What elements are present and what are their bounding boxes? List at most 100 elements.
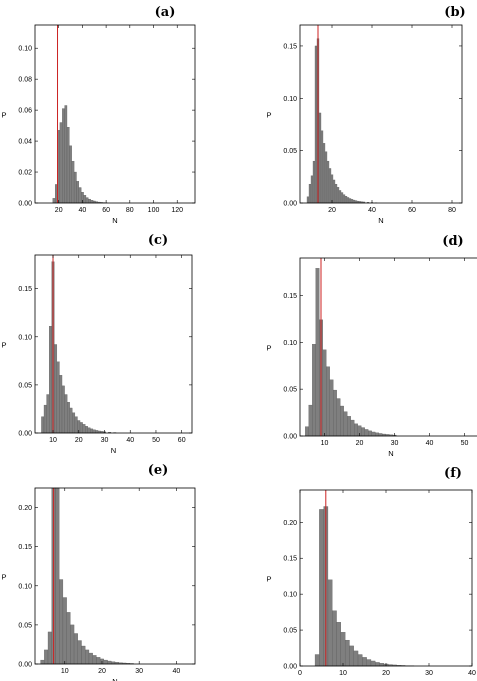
panel-label: (e) bbox=[148, 463, 169, 478]
histogram-bar bbox=[375, 662, 380, 667]
histogram-bar bbox=[322, 143, 326, 204]
panel-label: (a) bbox=[155, 5, 176, 20]
histogram-bar bbox=[353, 650, 359, 667]
histogram-bar bbox=[82, 424, 86, 434]
y-tick-label: 0.10 bbox=[18, 583, 32, 590]
histogram-bar bbox=[332, 179, 336, 204]
histogram-bar bbox=[49, 326, 52, 434]
y-tick-label: 0.08 bbox=[18, 77, 32, 84]
y-tick-label: 0.05 bbox=[283, 628, 297, 635]
y-tick-label: 0.10 bbox=[18, 334, 32, 341]
histogram-bar bbox=[361, 427, 365, 437]
histogram-bar bbox=[336, 622, 341, 667]
x-tick-label: 0 bbox=[298, 670, 302, 677]
histogram-bar bbox=[326, 160, 330, 204]
x-tick-label: 30 bbox=[101, 437, 109, 444]
histogram-bar bbox=[73, 633, 78, 665]
x-tick-label: 30 bbox=[135, 668, 143, 675]
panel-b: 20 40 60 80 0.00 0.05 0.10 0.15 N P (b) bbox=[266, 5, 465, 225]
y-tick-label: 0.00 bbox=[283, 664, 297, 671]
histogram-bar bbox=[81, 645, 86, 665]
y-tick-label: 0.00 bbox=[18, 201, 32, 208]
histogram-bar bbox=[334, 183, 338, 204]
panel-f: 0 10 20 30 40 0.00 0.05 0.10 0.15 0.20 N P (f) bbox=[266, 466, 476, 681]
histogram-bar bbox=[64, 394, 68, 434]
y-tick-label: 0.05 bbox=[283, 148, 297, 155]
histogram-bar bbox=[66, 612, 71, 665]
histogram-bar bbox=[371, 431, 376, 437]
histogram-bar bbox=[87, 427, 91, 434]
histogram-bar bbox=[338, 190, 342, 204]
x-tick-label: 120 bbox=[171, 207, 183, 214]
y-tick-label: 0.02 bbox=[18, 170, 32, 177]
x-tick-label: 10 bbox=[321, 440, 329, 447]
y-tick-label: 0.15 bbox=[18, 286, 32, 293]
histogram-bar bbox=[350, 199, 354, 204]
panel-label: (f) bbox=[444, 466, 462, 481]
histogram-bar bbox=[59, 122, 63, 204]
histogram-bar bbox=[70, 624, 75, 665]
histogram-bar bbox=[332, 610, 337, 667]
x-tick-label: 10 bbox=[61, 668, 69, 675]
histogram-bar bbox=[329, 379, 334, 437]
histogram-bar bbox=[312, 160, 316, 204]
panel-c: 10 20 30 40 50 60 0.00 0.05 0.10 0.15 N P (c) bbox=[1, 233, 193, 455]
plot-frame bbox=[299, 24, 463, 204]
y-axis-label: P bbox=[266, 575, 271, 584]
histogram-bar bbox=[107, 660, 112, 665]
histogram-bar bbox=[55, 487, 60, 665]
x-tick-label: 40 bbox=[426, 440, 434, 447]
histogram-bar bbox=[350, 419, 355, 437]
x-axis-label: N bbox=[111, 446, 116, 455]
histogram-bar bbox=[85, 649, 90, 665]
histogram-bar bbox=[77, 640, 82, 665]
x-tick-label: 50 bbox=[152, 437, 160, 444]
histogram-bar bbox=[314, 654, 320, 667]
histogram-bar bbox=[73, 171, 77, 204]
y-tick-label: 0.10 bbox=[283, 340, 297, 347]
x-tick-label: 60 bbox=[408, 207, 416, 214]
histogram-bar bbox=[340, 192, 344, 204]
histogram-bar bbox=[59, 375, 63, 434]
panel-label: (d) bbox=[442, 234, 463, 249]
x-tick-label: 20 bbox=[55, 207, 63, 214]
x-tick-label: 80 bbox=[126, 207, 134, 214]
x-tick-label: 10 bbox=[339, 670, 347, 677]
x-tick-label: 40 bbox=[79, 207, 87, 214]
histogram-bar bbox=[85, 197, 89, 204]
y-tick-label: 0.05 bbox=[18, 622, 32, 629]
x-tick-label: 50 bbox=[461, 440, 469, 447]
y-tick-label: 0.06 bbox=[18, 108, 32, 115]
histogram-bar bbox=[362, 657, 367, 667]
x-axis-label: N bbox=[112, 677, 117, 681]
histogram-bar bbox=[76, 181, 80, 204]
y-tick-label: 0.15 bbox=[283, 556, 297, 563]
histogram-bar bbox=[74, 416, 78, 434]
histogram-bar bbox=[322, 349, 327, 437]
histogram-bar bbox=[349, 645, 354, 667]
histogram-bar bbox=[40, 659, 45, 665]
x-tick-label: 40 bbox=[468, 670, 476, 677]
histogram-bar bbox=[333, 389, 337, 437]
histogram-bar bbox=[305, 426, 309, 437]
y-axis-label: P bbox=[1, 341, 6, 350]
histogram-bar bbox=[347, 416, 351, 437]
histogram-bar bbox=[348, 198, 352, 204]
histogram-bar bbox=[344, 196, 348, 204]
plot-frame bbox=[34, 487, 196, 665]
histogram-bar bbox=[90, 200, 94, 204]
x-tick-label: 30 bbox=[425, 670, 433, 677]
histogram-bar bbox=[62, 597, 67, 665]
histogram-bar bbox=[67, 402, 70, 434]
histogram-bar bbox=[315, 268, 320, 437]
histogram-bar bbox=[312, 344, 316, 437]
x-tick-label: 60 bbox=[102, 207, 110, 214]
histogram-bar bbox=[308, 404, 313, 437]
y-tick-label: 0.00 bbox=[283, 434, 297, 441]
y-tick-label: 0.15 bbox=[283, 293, 297, 300]
x-axis-label: N bbox=[383, 679, 388, 681]
x-tick-label: 10 bbox=[49, 437, 57, 444]
histogram-bar bbox=[41, 416, 45, 434]
histogram-bar bbox=[330, 174, 334, 204]
